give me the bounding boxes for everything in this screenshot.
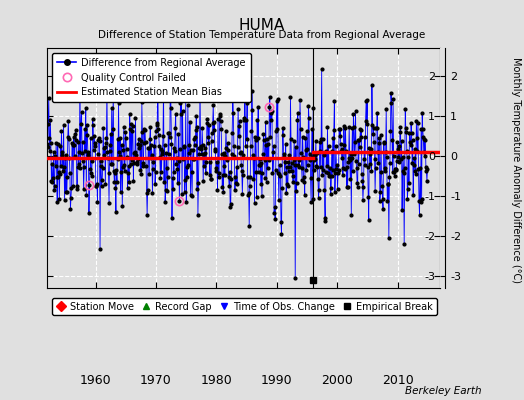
- Text: HUMA: HUMA: [239, 18, 285, 33]
- Legend: Station Move, Record Gap, Time of Obs. Change, Empirical Break: Station Move, Record Gap, Time of Obs. C…: [52, 298, 437, 316]
- Text: 1960: 1960: [80, 374, 111, 387]
- Text: Difference of Station Temperature Data from Regional Average: Difference of Station Temperature Data f…: [99, 30, 425, 40]
- Text: Berkeley Earth: Berkeley Earth: [406, 386, 482, 396]
- Text: 1970: 1970: [140, 374, 172, 387]
- Text: 2000: 2000: [321, 374, 353, 387]
- Text: Monthly Temperature Anomaly Difference (°C): Monthly Temperature Anomaly Difference (…: [511, 57, 521, 283]
- Text: 2010: 2010: [382, 374, 414, 387]
- Text: 1980: 1980: [201, 374, 232, 387]
- Text: 1990: 1990: [261, 374, 293, 387]
